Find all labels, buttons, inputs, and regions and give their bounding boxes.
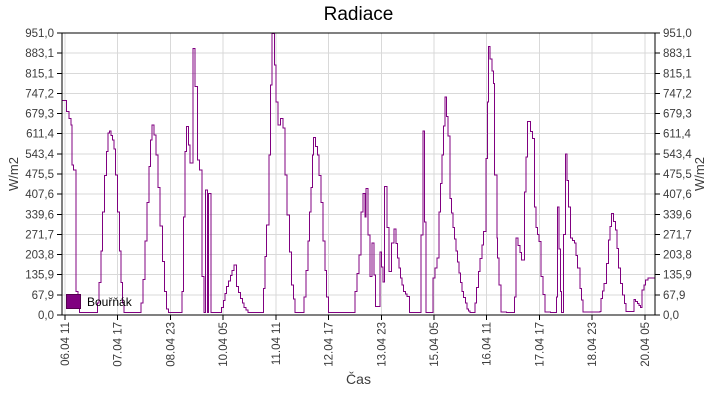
legend: Bouřňák <box>66 294 132 309</box>
x-tick-label: 11.04 11 <box>271 322 283 365</box>
x-tick-label: 12.04 17 <box>324 322 336 367</box>
y-tick-label-right: 0,0 <box>663 310 679 322</box>
y-tick-label-left: 339,6 <box>25 210 54 222</box>
x-tick-label: 20.04 05 <box>640 322 652 367</box>
x-tick-label: 16.04 11 <box>482 322 494 366</box>
x-tick-label: 17.04 17 <box>535 322 547 367</box>
y-tick-label-left: 883,1 <box>25 48 54 60</box>
legend-swatch <box>66 294 81 309</box>
y-tick-label-right: 815,1 <box>663 69 692 81</box>
legend-label: Bouřňák <box>87 294 132 309</box>
y-tick-label-right: 67,9 <box>663 290 685 302</box>
x-tick-label: 06.04 11 <box>60 322 72 366</box>
y-tick-label-left: 67,9 <box>32 290 54 302</box>
x-tick-label: 07.04 17 <box>113 322 125 367</box>
x-tick-label: 18.04 23 <box>587 322 599 367</box>
x-tick-label: 15.04 05 <box>429 322 441 367</box>
series-line-bournak <box>62 33 655 313</box>
x-tick-label: 08.04 23 <box>166 322 178 367</box>
y-tick-label-left: 203,8 <box>25 250 54 262</box>
y-tick-label-right: 679,3 <box>663 109 692 121</box>
y-tick-label-right: 883,1 <box>663 48 692 60</box>
y-tick-label-right: 203,8 <box>663 250 692 262</box>
y-tick-label-right: 339,6 <box>663 210 692 222</box>
y-tick-label-left: 679,3 <box>25 109 54 121</box>
y-tick-label-right: 407,6 <box>663 189 692 201</box>
x-axis-title: Čas <box>346 371 371 387</box>
y-tick-label-right: 747,2 <box>663 89 692 101</box>
y-tick-label-right: 271,7 <box>663 230 692 242</box>
y-tick-label-left: 271,7 <box>25 230 54 242</box>
chart-title: Radiace <box>323 4 394 25</box>
y-tick-label-left: 475,5 <box>25 169 54 181</box>
y-tick-label-right: 543,4 <box>663 149 692 161</box>
y-tick-label-right: 951,0 <box>663 28 692 40</box>
y-tick-label-left: 611,4 <box>26 129 55 141</box>
y-tick-label-left: 951,0 <box>25 28 54 40</box>
y-tick-label-right: 475,5 <box>663 169 692 181</box>
y-tick-label-left: 407,6 <box>25 189 54 201</box>
y-tick-label-left: 543,4 <box>25 149 54 161</box>
x-tick-label: 13.04 23 <box>377 322 389 367</box>
y-tick-label-left: 815,1 <box>25 69 54 81</box>
y-tick-label-right: 611,4 <box>663 129 692 141</box>
y-tick-label-right: 135,9 <box>663 270 692 282</box>
x-tick-label: 10.04 05 <box>218 322 230 367</box>
y-tick-label-left: 0,0 <box>38 310 54 322</box>
y-tick-label-left: 747,2 <box>25 89 54 101</box>
y-tick-label-left: 135,9 <box>25 270 54 282</box>
